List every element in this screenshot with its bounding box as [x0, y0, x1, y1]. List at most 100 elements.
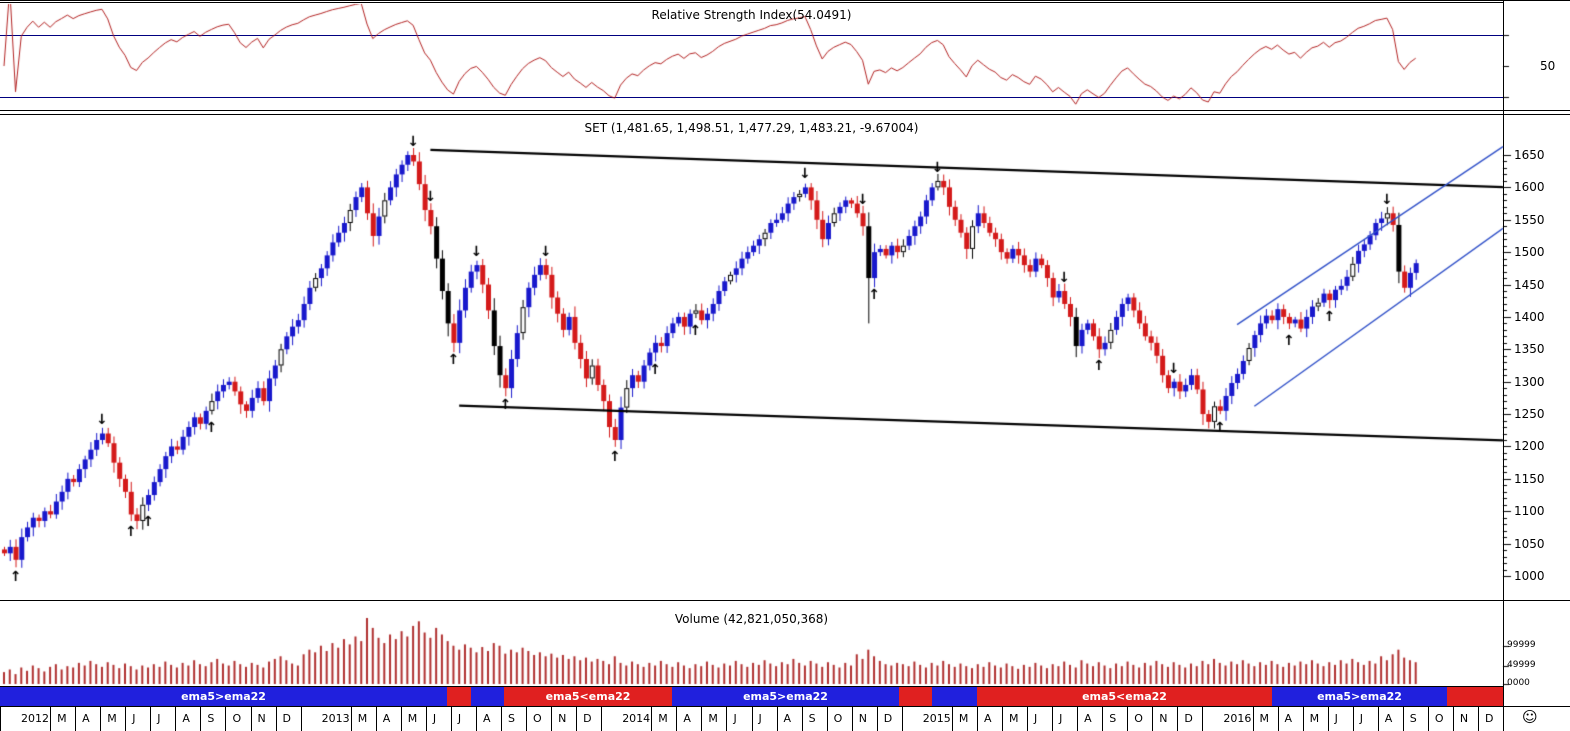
month-label-text: N [1459, 712, 1469, 725]
month-label-text: A [382, 712, 391, 725]
month-label: M [100, 707, 125, 731]
month-label: D [1177, 707, 1202, 731]
month-label: A [1377, 707, 1403, 731]
month-label: J [1327, 707, 1353, 731]
month-label: J [150, 707, 175, 731]
month-label: O [225, 707, 250, 731]
year-label: 2013 [300, 707, 351, 731]
month-label: A [776, 707, 802, 731]
ema-ribbon-label: ema5>ema22 [1317, 690, 1402, 703]
month-label-text: J [157, 712, 161, 725]
month-label-text: N [858, 712, 867, 725]
month-label-text: O [232, 712, 242, 725]
month-label: D [576, 707, 601, 731]
month-label: J [1352, 707, 1378, 731]
month-label: D [1477, 707, 1503, 731]
month-label-text: S [1409, 712, 1417, 725]
price-tick-label: 1550 [1514, 212, 1545, 227]
rsi-title: Relative Strength Index(54.0491) [651, 8, 852, 22]
month-label: M [50, 707, 75, 731]
price-tick-label: 1250 [1514, 407, 1545, 422]
price-tick-label: 1600 [1514, 180, 1545, 195]
month-label: A [1277, 707, 1303, 731]
month-label-text: O [833, 712, 843, 725]
month-label: M [701, 707, 726, 731]
month-label: S [200, 707, 225, 731]
month-label-text: S [808, 712, 816, 725]
month-label: M [1002, 707, 1027, 731]
month-label: N [851, 707, 877, 731]
month-label-text: J [432, 712, 437, 725]
ema-ribbon-label: ema5>ema22 [743, 690, 828, 703]
month-label-text: J [1334, 712, 1338, 725]
month-label: A [1077, 707, 1102, 731]
month-label-text: D [282, 712, 292, 725]
month-label-text: D [1484, 712, 1494, 725]
month-label-text: O [533, 712, 542, 725]
month-label: M [350, 707, 376, 731]
month-label-text: M [958, 712, 969, 725]
price-tick-label: 1150 [1514, 471, 1545, 486]
ema-ribbon-segment: ema5<ema22 [504, 687, 672, 706]
month-label: N [1452, 707, 1478, 731]
month-label: N [551, 707, 576, 731]
month-label-text: A [482, 712, 491, 725]
month-label: J [125, 707, 150, 731]
month-label-text: M [57, 712, 67, 725]
volume-tick-label: 0000 [1507, 678, 1530, 688]
month-label: J [425, 707, 451, 731]
ema-ribbon-segment: ema5>ema22 [672, 687, 899, 706]
month-label-text: S [1109, 712, 1117, 725]
month-label: N [250, 707, 276, 731]
ema-ribbon-segment [932, 687, 977, 706]
month-label-text: N [558, 712, 567, 725]
price-tick-label: 1200 [1514, 439, 1545, 454]
rsi-mid-label: 50 [1540, 59, 1556, 73]
month-label: J [1052, 707, 1077, 731]
month-label: O [526, 707, 551, 731]
ema-ribbon-segment [471, 687, 504, 706]
month-label: J [751, 707, 777, 731]
ema-ribbon-segment [1447, 687, 1503, 706]
month-label: A [375, 707, 401, 731]
ema-ribbon-segment: ema5>ema22 [1272, 687, 1447, 706]
price-tick-label: 1450 [1514, 277, 1545, 292]
month-label-text: M [708, 712, 718, 725]
month-label: M [1252, 707, 1278, 731]
year-label: 2015 [901, 707, 952, 731]
month-label: A [75, 707, 100, 731]
month-label-text: A [1084, 712, 1092, 725]
smiley-icon: ☺ [1522, 708, 1538, 726]
year-label-text: 2015 [922, 712, 951, 725]
volume-tick-label: 99999 [1507, 640, 1536, 650]
month-label: S [1102, 707, 1127, 731]
price-tick-label: 1100 [1514, 504, 1545, 519]
price-tick-label: 1300 [1514, 374, 1545, 389]
month-label: A [475, 707, 501, 731]
price-tick-label: 1650 [1514, 148, 1545, 162]
month-label: A [676, 707, 701, 731]
month-label-text: J [733, 712, 737, 725]
month-label: S [501, 707, 526, 731]
time-axis: 2012 M A M J J A S O N D 2013 M A M J J A S O N D 2014 M A M J J A S O… [0, 707, 1570, 731]
month-label-text: M [1009, 712, 1019, 725]
month-label-text: M [1259, 712, 1270, 725]
month-label: M [400, 707, 426, 731]
ema-ribbon-segment: ema5>ema22 [0, 687, 447, 706]
month-label: J [1027, 707, 1052, 731]
year-label-text: 2013 [321, 712, 350, 725]
month-label-text: J [457, 712, 462, 725]
month-label-text: D [883, 712, 893, 725]
year-label-text: 2012 [21, 712, 49, 725]
month-label-text: J [1359, 712, 1363, 725]
month-label-text: M [658, 712, 668, 725]
month-label-text: O [1134, 712, 1143, 725]
month-label-text: A [82, 712, 90, 725]
month-label-text: N [257, 712, 266, 725]
month-label: J [726, 707, 751, 731]
month-label: M [1302, 707, 1328, 731]
volume-title: Volume (42,821,050,368) [674, 612, 829, 626]
ema-ribbon-label: ema5<ema22 [1082, 690, 1167, 703]
month-label-text: M [1309, 712, 1320, 725]
